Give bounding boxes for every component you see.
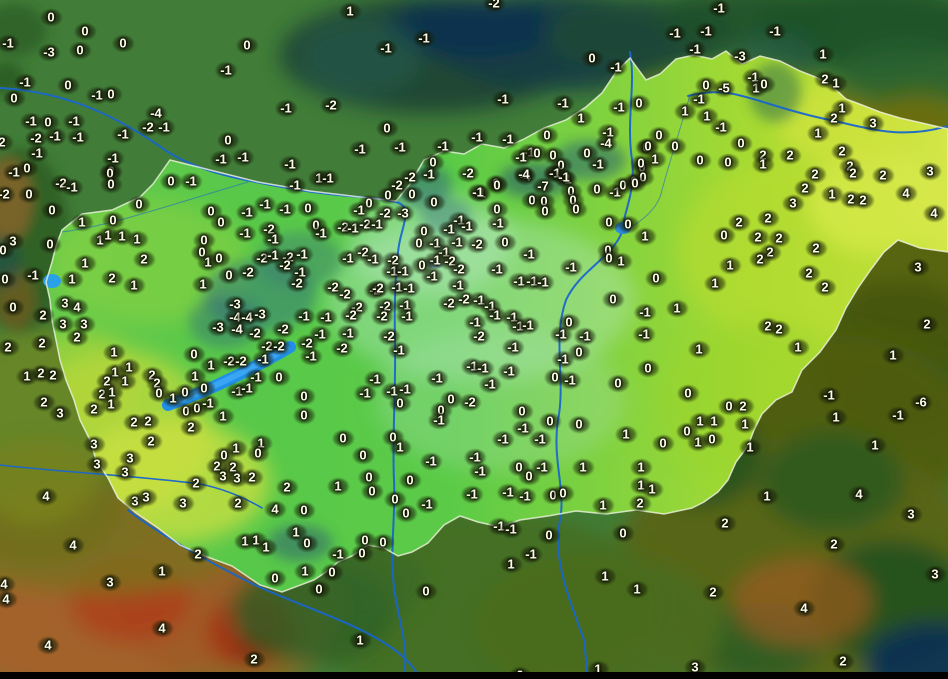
raba-river [61,181,249,233]
balaton-lake-highlight [169,345,290,406]
bodrog-river [625,94,691,231]
upper-tisza-river [687,91,948,134]
west-terrain [0,4,70,332]
mura-river [0,464,263,509]
bottom-bar [0,672,948,679]
lakes [43,222,631,411]
danube-river [0,87,407,679]
velence-lake [428,261,442,269]
north-mountains [280,0,948,114]
hungary-border [45,50,948,593]
tisza-river [555,51,634,679]
tisza-lake [615,222,631,234]
